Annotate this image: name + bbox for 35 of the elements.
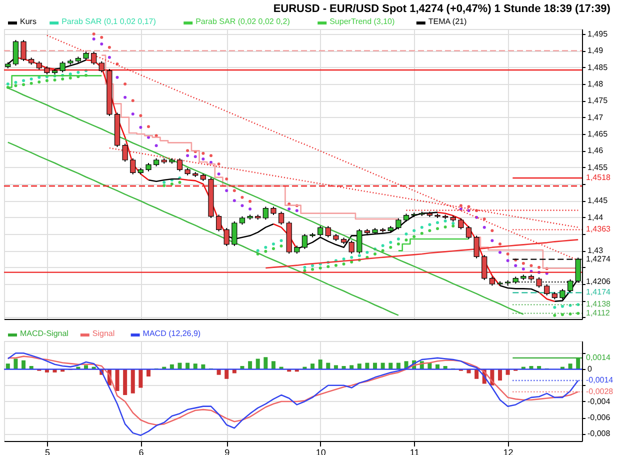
y-tick-label: 1,495 <box>588 30 608 38</box>
y-tick-label: 1,465 <box>588 130 608 138</box>
ref-line-label: -0,0028 <box>586 386 614 396</box>
legend-label: MACD (12,26,9) <box>142 329 201 338</box>
legend-label: MACD-Signal <box>20 329 69 338</box>
chart-title: EURUSD - EUR/USD Spot 1,4274 (+0,47%) 1 Stunde 18:39 (17:39) <box>273 3 611 15</box>
y-tick-label: 1,43 <box>588 246 604 256</box>
ref-line-label: -0,0014 <box>586 376 614 385</box>
y-tick-label: 1,455 <box>588 162 608 172</box>
legend-label: Signal <box>92 329 115 338</box>
y-tick-label: -0,006 <box>588 413 611 422</box>
ref-line-label: 1,4363 <box>586 224 612 234</box>
y-tick-label: 1,485 <box>588 62 608 72</box>
ref-line-label: 1,4274 <box>586 254 612 264</box>
y-tick-label: 1,44 <box>588 212 604 222</box>
ref-line-label: 0,0014 <box>586 352 612 362</box>
y-tick-label: 1,475 <box>588 96 608 106</box>
y-tick-label: -0,004 <box>588 396 611 406</box>
y-tick-label: 1,47 <box>588 112 604 122</box>
y-tick-label: -0,008 <box>588 429 611 438</box>
ref-line-label: 1,4518 <box>586 173 612 182</box>
legend-label: Parab SAR (0,1 0,02 0,17) <box>62 17 156 26</box>
legend-label: Kurs <box>20 17 36 26</box>
y-tick-label: 1,445 <box>588 196 608 206</box>
y-tick-label: 1,49 <box>588 46 604 56</box>
ref-line-label: 1,4206 <box>586 277 612 286</box>
y-tick-label: 1,48 <box>588 80 604 88</box>
legend-label: SuperTrend (3,10) <box>330 17 396 26</box>
legend-label: Parab SAR (0,02 0,02 0,2) <box>196 17 290 26</box>
legend-label: TEMA (21) <box>428 17 467 26</box>
ref-line-label: 1,4112 <box>586 308 610 318</box>
y-tick-label: 0 <box>588 364 592 374</box>
ref-line-label: 1,4138 <box>586 300 612 309</box>
ref-line-label: 1,4174 <box>586 288 612 297</box>
y-tick-label: 1,46 <box>588 146 604 156</box>
